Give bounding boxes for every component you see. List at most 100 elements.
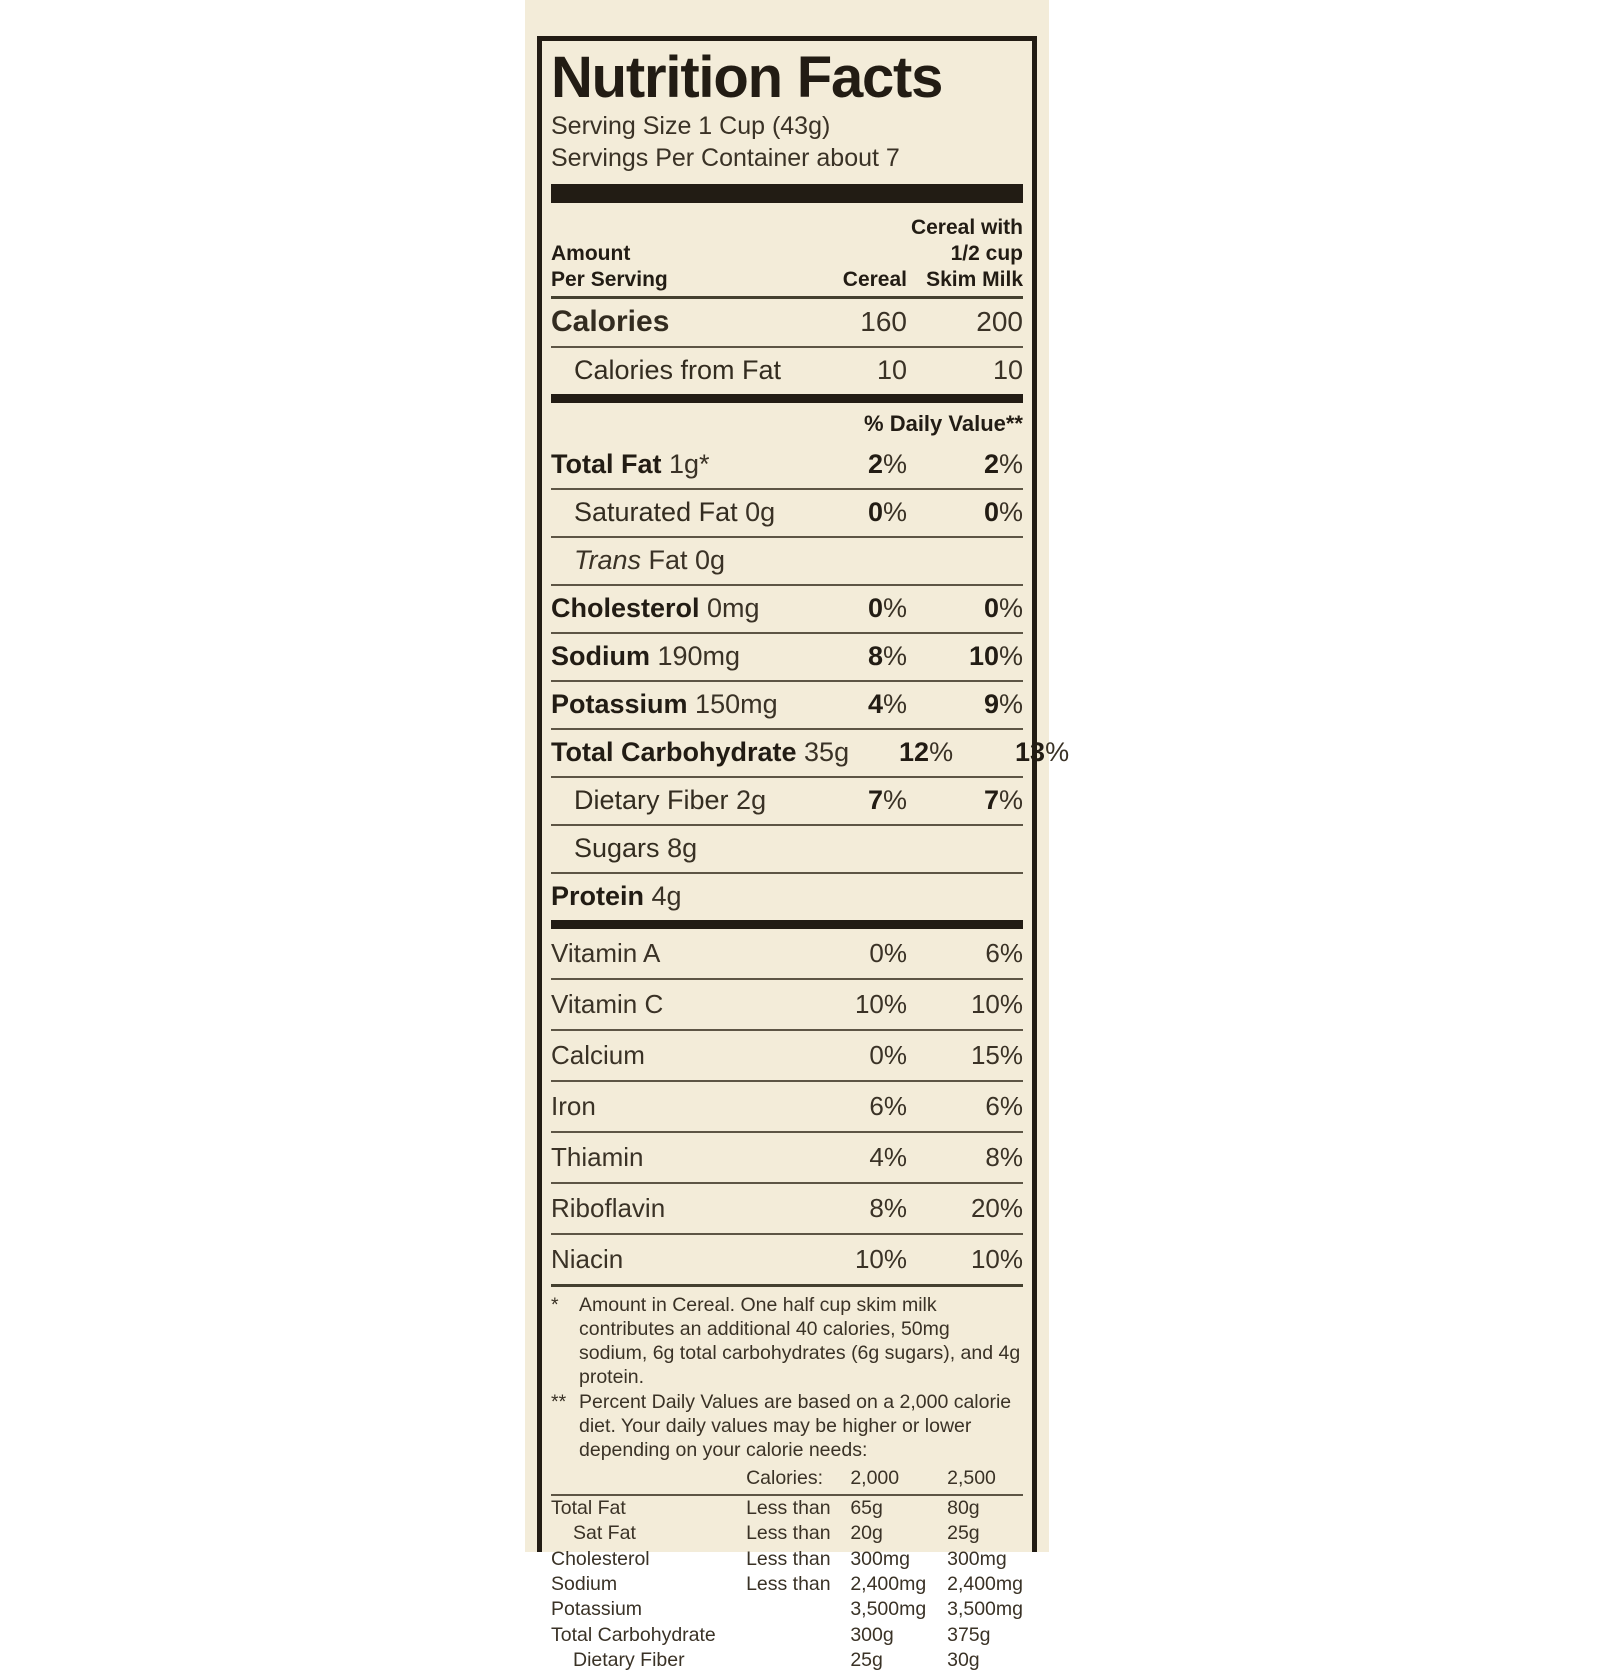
dv-table-value-2000: 300mg (850, 1547, 910, 1570)
footnote-marker: * (551, 1294, 559, 1317)
dv-table-qualifier: Less than (746, 1573, 831, 1596)
vitamin-rows-container: Vitamin A 0% 6% Vitamin C 10% 10% Calcium 0% 15%… (551, 929, 1023, 1284)
dv-table-header-blank (551, 1466, 746, 1494)
vitamin-cereal-dv: 0% (869, 1040, 907, 1071)
nutrient-name: Total Carbohydrate (551, 737, 797, 768)
nutrient-milk-dv: 9% (983, 689, 1023, 720)
vitamin-name: Riboflavin (551, 1193, 666, 1224)
calories-cereal-value: 160 (860, 306, 907, 338)
divider (551, 1080, 1023, 1083)
dv-table-row: Total Fat Less than 65g 80g (551, 1496, 1023, 1521)
nutrient-row: Cholesterol 0mg 0% 0% (551, 586, 1023, 632)
dv-table-row: Potassium 3,500mg 3,500mg (551, 1597, 1023, 1622)
divider (551, 776, 1023, 779)
milk-header-line3: Skim Milk (926, 268, 1023, 291)
dv-table-row: Cholesterol Less than 300mg 300mg (551, 1547, 1023, 1572)
dv-table-nutrient-name: Total Carbohydrate (551, 1623, 716, 1646)
vitamin-milk-dv: 6% (985, 938, 1023, 969)
divider-thick-daily-value (551, 394, 1023, 404)
dv-table-row: Sat Fat Less than 20g 25g (551, 1521, 1023, 1546)
vitamin-row: Iron 6% 6% (551, 1082, 1023, 1131)
vitamin-cereal-dv: 4% (869, 1142, 907, 1173)
divider-thick-top (551, 183, 1023, 203)
daily-value-header: % Daily Value** (864, 411, 1023, 437)
footnote-text: Percent Daily Values are based on a 2,00… (579, 1391, 1012, 1461)
nutrient-row: Total Carbohydrate 35g 12% 13% (551, 730, 1069, 776)
vitamin-cereal-dv: 8% (869, 1193, 907, 1224)
dv-table-value-2500: 80g (947, 1497, 980, 1520)
nutrient-amount: 4g (644, 881, 682, 912)
nutrient-cereal-dv: 0% (867, 593, 907, 624)
dv-table-row: Total Carbohydrate 300g 375g (551, 1623, 1023, 1648)
nutrient-milk-dv: 0% (983, 497, 1023, 528)
nutrient-row: Saturated Fat 0g 0% 0% (551, 490, 1023, 536)
vitamin-milk-dv: 10% (970, 989, 1023, 1020)
vitamin-name: Niacin (551, 1244, 624, 1275)
nutrient-label: Dietary Fiber 2g (551, 785, 803, 816)
dv-table-value-2000: 20g (850, 1522, 883, 1545)
nutrient-name: Trans (574, 545, 642, 576)
divider-above-calories-from-fat (551, 346, 1023, 349)
nutrient-milk-dv: 2% (983, 449, 1023, 480)
dv-table-row: Dietary Fiber 25g 30g (551, 1648, 1023, 1673)
vitamin-milk-dv: 10% (970, 1244, 1023, 1275)
dv-table-value-2500: 3,500mg (947, 1598, 1023, 1621)
divider (551, 488, 1023, 491)
dv-table-value-2000: 65g (850, 1497, 883, 1520)
column-header-row: Amount Per Serving Cereal Cereal with 1/… (551, 203, 1023, 297)
vitamin-name: Thiamin (551, 1142, 644, 1173)
nutrient-name: Potassium (551, 689, 688, 720)
divider (551, 978, 1023, 981)
divider (551, 680, 1023, 683)
dv-table-qualifier (746, 1623, 850, 1648)
nutrient-cereal-dv: 8% (867, 641, 907, 672)
calories-from-fat-label: Calories from Fat (574, 355, 782, 386)
divider (551, 824, 1023, 827)
nutrient-name: Saturated Fat (574, 497, 738, 528)
nutrient-label: Trans Fat 0g (551, 545, 803, 576)
dv-table-qualifier (746, 1597, 850, 1622)
divider (551, 536, 1023, 539)
nutrient-row: Dietary Fiber 2g 7% 7% (551, 778, 1023, 824)
nutrient-milk-dv: 0% (983, 593, 1023, 624)
footnote: ** Percent Daily Values are based on a 2,… (551, 1391, 1023, 1462)
cereal-column-header: Cereal (842, 268, 907, 291)
footnotes-container: * Amount in Cereal. One half cup skim mil… (551, 1287, 1023, 1462)
nutrient-label: Sugars 8g (551, 833, 803, 864)
dv-table-calories-label: Calories: (746, 1466, 824, 1489)
vitamin-name: Vitamin A (551, 938, 661, 969)
nutrient-milk-dv: 7% (983, 785, 1023, 816)
nutrient-milk-dv: 13% (1015, 737, 1070, 768)
divider (551, 1131, 1023, 1134)
nutrient-cereal-dv: 0% (867, 497, 907, 528)
calories-from-fat-cereal-value: 10 (876, 355, 907, 386)
daily-values-reference-table: Calories: 2,000 2,500 Total Fat Less than 65g… (551, 1466, 1023, 1673)
milk-header-line1: Cereal with (910, 215, 1023, 239)
vitamin-milk-dv: 6% (985, 1091, 1023, 1122)
vitamin-name: Calcium (551, 1040, 645, 1071)
vitamin-row: Vitamin C 10% 10% (551, 980, 1023, 1029)
dv-table-value-2000: 25g (850, 1649, 883, 1672)
vitamin-cereal-dv: 6% (869, 1091, 907, 1122)
dv-table-value-2500: 30g (947, 1649, 980, 1672)
nutrient-label: Cholesterol 0mg (551, 593, 803, 624)
nutrient-amount: 0mg (699, 593, 760, 624)
nutrient-amount: 0g (737, 497, 776, 528)
nutrient-label: Potassium 150mg (551, 689, 803, 720)
per-serving-label: Per Serving (551, 268, 668, 291)
calories-milk-value: 200 (976, 306, 1023, 338)
divider (551, 1182, 1023, 1185)
nutrition-label-panel: Nutrition Facts Serving Size 1 Cup (43g)… (525, 0, 1069, 1671)
dv-table-qualifier (746, 1648, 850, 1673)
page-title: Nutrition Facts (551, 45, 943, 110)
dv-table-value-2500: 2,400mg (947, 1573, 1023, 1596)
nutrient-name: Total Fat (551, 449, 662, 480)
serving-size-text: Serving Size 1 Cup (43g) (551, 112, 831, 140)
nutrient-cereal-dv: 2% (867, 449, 907, 480)
divider-above-calories (551, 296, 1023, 300)
dv-table-value-2500: 375g (947, 1623, 991, 1646)
nutrient-row: Protein 4g (551, 874, 1023, 920)
nutrient-row: Total Fat 1g* 2% 2% (551, 442, 1023, 488)
divider (551, 1029, 1023, 1032)
divider (551, 728, 1023, 731)
